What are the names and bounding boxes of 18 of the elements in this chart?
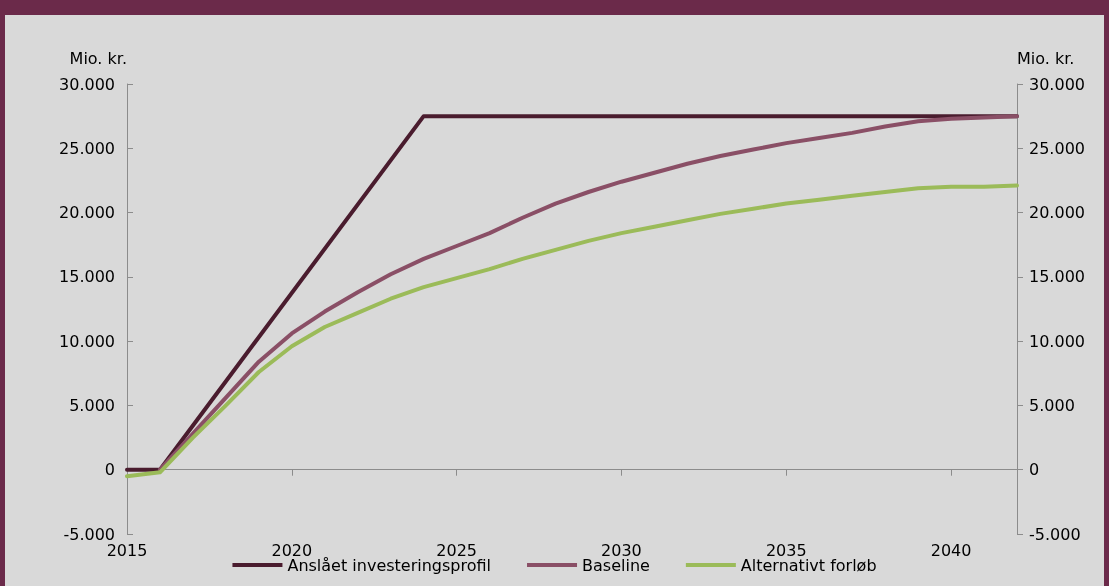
x-tick-label: 2040 <box>930 540 972 560</box>
y-tick-label: 20.000 <box>59 203 115 223</box>
y2-tick-label: 5.000 <box>1029 395 1075 415</box>
y2-tick-label: -5.000 <box>1029 524 1081 544</box>
y2-tick-label: 0 <box>1029 460 1040 480</box>
y-tick-label: 30.000 <box>59 74 115 94</box>
y2-tick-label: 15.000 <box>1029 267 1085 287</box>
y-tick-label: 0 <box>104 460 115 480</box>
y2-axis-title: Mio. kr. <box>1017 48 1075 68</box>
y2-tick-label: 30.000 <box>1029 74 1085 94</box>
y-tick-label: 10.000 <box>59 331 115 351</box>
y2-tick-label: 25.000 <box>1029 138 1085 158</box>
y-axis-title: Mio. kr. <box>69 48 127 68</box>
y-tick-label: 15.000 <box>59 267 115 287</box>
y2-tick-label: 20.000 <box>1029 203 1085 223</box>
y-tick-label: 25.000 <box>59 138 115 158</box>
y-tick-label: 5.000 <box>69 395 115 415</box>
y2-tick-label: 10.000 <box>1029 331 1085 351</box>
